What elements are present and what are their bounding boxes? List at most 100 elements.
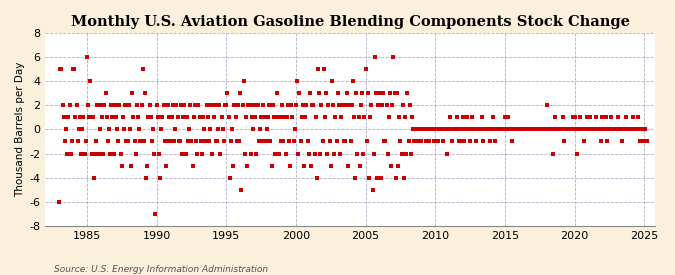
Point (214, 103, 225, 108)
Point (182, 139, 193, 144)
Point (551, 127, 562, 132)
Point (82, 55, 92, 59)
Point (588, 127, 599, 132)
Point (138, 139, 149, 144)
Point (266, 163, 277, 168)
Point (518, 127, 529, 132)
Point (456, 127, 467, 132)
Point (91, 139, 102, 144)
Point (278, 139, 289, 144)
Point (548, 127, 559, 132)
Point (199, 127, 210, 132)
Point (201, 103, 212, 108)
Point (324, 139, 335, 144)
Point (458, 115, 468, 120)
Point (173, 139, 184, 144)
Point (317, 139, 328, 144)
Text: Source: U.S. Energy Information Administration: Source: U.S. Energy Information Administ… (54, 265, 268, 274)
Point (245, 151, 256, 156)
Point (454, 127, 465, 132)
Point (111, 115, 122, 120)
Point (440, 127, 451, 132)
Point (219, 139, 230, 144)
Point (410, 127, 421, 132)
Point (508, 127, 518, 132)
Point (503, 115, 514, 120)
Point (188, 115, 199, 120)
Point (227, 127, 238, 132)
Point (207, 151, 218, 156)
Point (485, 127, 496, 132)
Point (435, 127, 446, 132)
Point (254, 127, 265, 132)
Point (497, 127, 508, 132)
Point (622, 127, 633, 132)
Point (641, 139, 652, 144)
Point (371, 91, 381, 95)
Point (373, 103, 384, 108)
Point (58, 115, 69, 120)
Point (605, 115, 616, 120)
Point (309, 151, 320, 156)
Point (487, 127, 497, 132)
Point (238, 79, 249, 83)
Point (435, 127, 446, 132)
Point (464, 139, 475, 144)
Point (211, 139, 222, 144)
Point (392, 91, 402, 95)
Point (591, 127, 602, 132)
Point (460, 127, 471, 132)
Point (498, 127, 509, 132)
Point (578, 139, 589, 144)
Point (564, 127, 575, 132)
Point (406, 151, 416, 156)
Point (78, 115, 89, 120)
Point (185, 103, 196, 108)
Point (532, 127, 543, 132)
Point (464, 127, 475, 132)
Point (182, 115, 192, 120)
Point (232, 139, 242, 144)
Point (148, 127, 159, 132)
Point (390, 175, 401, 180)
Point (414, 127, 425, 132)
Point (637, 127, 647, 132)
Point (256, 115, 267, 120)
Point (108, 151, 119, 156)
Point (490, 127, 501, 132)
Point (625, 127, 636, 132)
Point (184, 127, 194, 132)
Point (483, 127, 494, 132)
Point (302, 139, 313, 144)
Point (292, 79, 302, 83)
Point (343, 163, 354, 168)
Point (630, 127, 641, 132)
Point (626, 127, 637, 132)
Point (319, 115, 330, 120)
Point (348, 115, 359, 120)
Point (481, 127, 492, 132)
Point (387, 103, 398, 108)
Point (400, 115, 410, 120)
Point (259, 115, 270, 120)
Point (269, 151, 280, 156)
Point (448, 127, 458, 132)
Point (593, 127, 604, 132)
Point (522, 127, 533, 132)
Point (325, 163, 336, 168)
Point (346, 103, 357, 108)
Point (327, 103, 338, 108)
Point (439, 127, 450, 132)
Point (99, 103, 110, 108)
Point (132, 103, 142, 108)
Point (560, 127, 571, 132)
Point (134, 127, 144, 132)
Point (429, 139, 439, 144)
Point (441, 151, 452, 156)
Y-axis label: Thousand Barrels per Day: Thousand Barrels per Day (15, 62, 25, 197)
Point (56, 67, 67, 71)
Point (520, 127, 531, 132)
Point (186, 139, 197, 144)
Point (124, 127, 135, 132)
Point (361, 139, 372, 144)
